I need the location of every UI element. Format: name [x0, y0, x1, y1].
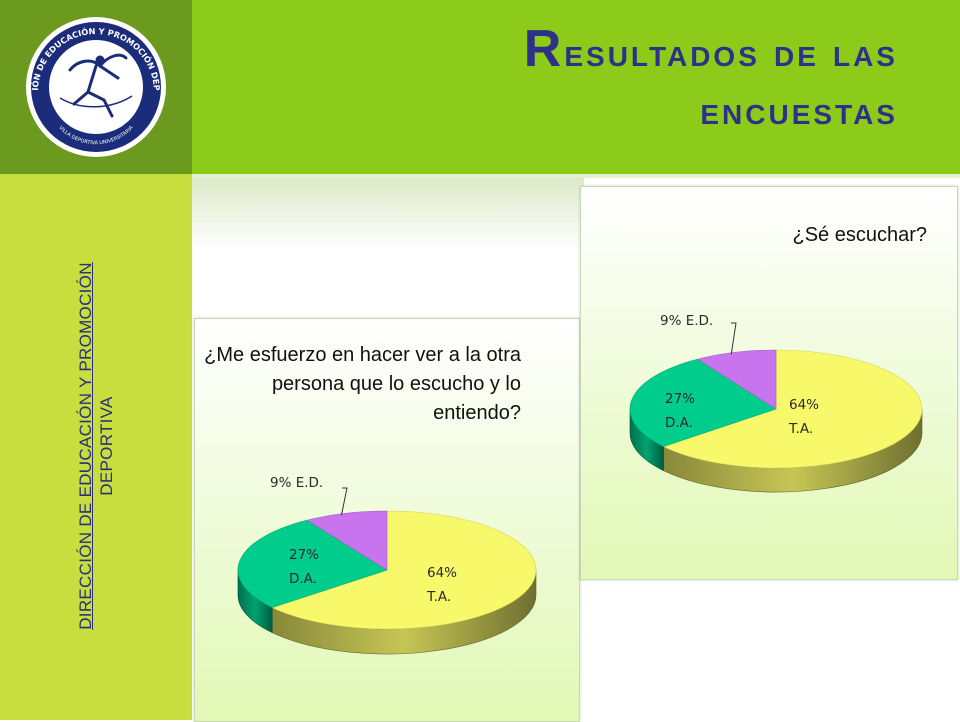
sidebar-line-2: DEPORTIVA — [97, 396, 116, 496]
institution-logo: DIRECCIÓN DE EDUCACIÓN Y PROMOCIÓN DEPOR… — [0, 0, 166, 157]
pie-label-ta-name: T.A. — [426, 589, 451, 605]
logo-panel: DIRECCIÓN DE EDUCACIÓN Y PROMOCIÓN DEPOR… — [0, 0, 192, 174]
pie-slice-ed — [306, 510, 388, 571]
pie-label-ed: 9% E.D. — [660, 313, 713, 329]
pie-label-da-pct: 27% — [289, 547, 319, 563]
pie-label-ta-name: T.A. — [788, 421, 813, 437]
pie-label-ed: 9% E.D. — [270, 475, 323, 491]
sidebar-line-1: DIRECCIÓN DE EDUCACIÓN Y PROMOCIÓN — [76, 262, 95, 630]
pie-label-da-name: D.A. — [665, 415, 693, 431]
title-line-2: encuestas — [700, 89, 898, 133]
pie-slice-da — [237, 519, 388, 608]
sidebar-vertical-text: DIRECCIÓN DE EDUCACIÓN Y PROMOCIÓN DEPOR… — [75, 211, 117, 681]
chart-1-question: ¿Me esfuerzo en hacer ver a la otra pers… — [204, 344, 521, 424]
pie-label-da-name: D.A. — [289, 571, 317, 587]
pie-label-da-pct: 27% — [665, 391, 695, 407]
sidebar — [0, 174, 192, 720]
chart-2-question: ¿Sé escuchar? — [792, 224, 927, 246]
pie-label-ta-pct: 64% — [427, 565, 457, 581]
chart-card-1: ¿Me esfuerzo en hacer ver a la otra pers… — [194, 318, 580, 722]
pie-chart-1: 64% T.A. 27% D.A. 9% E.D. — [237, 475, 537, 655]
pie-leader-line — [730, 322, 737, 355]
pie-label-ta-pct: 64% — [789, 397, 819, 413]
pie-slice-ta — [271, 510, 537, 630]
chart-card-2: ¿Sé escuchar? 64% T.A. 27% D.A. 9% E.D. — [580, 186, 958, 580]
pie-chart-2: 64% T.A. 27% D.A. 9% E.D. — [629, 313, 923, 493]
pie-slice-ta — [662, 349, 923, 469]
pie-leader-line — [340, 487, 348, 516]
title-line-1: Resultados de las — [523, 20, 898, 78]
header-bar — [192, 0, 960, 174]
logo-athlete-figure — [68, 53, 128, 118]
pie-slice-da — [629, 358, 777, 447]
page-title: Resultados de las encuestas — [524, 20, 898, 140]
pie-slice-ed — [697, 349, 777, 410]
